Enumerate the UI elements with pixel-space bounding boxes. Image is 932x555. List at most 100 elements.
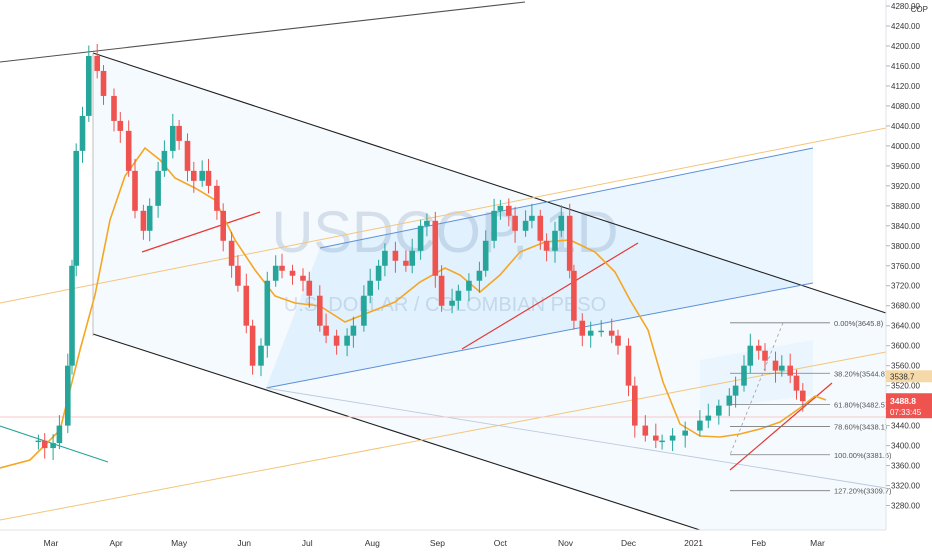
watermark-symbol: USDCOP, 1D	[271, 200, 618, 265]
candle-body	[632, 385, 638, 426]
candle-body	[41, 440, 48, 449]
candle-body	[94, 55, 100, 71]
candle-body	[86, 55, 92, 116]
level-badge	[886, 370, 932, 383]
long-term-trendline	[0, 1, 526, 63]
candle-body	[117, 120, 124, 131]
candle-body	[726, 395, 733, 406]
candle-body	[344, 335, 350, 346]
candle-body	[132, 170, 138, 211]
candle-body	[537, 215, 544, 241]
candle-body	[317, 295, 323, 326]
y-tick-label: 4200.00	[891, 42, 920, 51]
descending-channel-lower	[92, 333, 701, 531]
candle-body	[755, 345, 762, 351]
candle-body	[289, 270, 296, 276]
x-tick-label: 2021	[684, 538, 703, 548]
candle-body	[155, 170, 161, 206]
candle-body	[350, 325, 357, 336]
candle-body	[466, 280, 472, 291]
y-tick-label: 4280.00	[891, 2, 920, 11]
candle-body	[529, 215, 535, 221]
candle-body	[787, 365, 793, 376]
candle-body	[543, 240, 550, 251]
candle-body	[659, 440, 665, 443]
candle-body	[608, 330, 615, 336]
candle-body	[682, 430, 688, 436]
last-price-badge	[886, 393, 932, 419]
x-tick-label: May	[171, 538, 188, 548]
candle-body	[449, 300, 455, 306]
y-tick-label: 3720.00	[891, 282, 920, 291]
candle-body	[73, 150, 79, 266]
candle-body	[392, 250, 399, 261]
y-tick-label: 3680.00	[891, 302, 920, 311]
y-tick-label: 4080.00	[891, 102, 920, 111]
x-tick-label: Aug	[365, 538, 380, 548]
currency-label: COP	[911, 5, 928, 14]
candle-body	[382, 250, 388, 266]
candle-body	[552, 230, 558, 251]
x-tick-label: Apr	[109, 538, 122, 548]
fib-level-label: 78.60%(3438.1)	[834, 423, 888, 432]
candle-body	[306, 280, 313, 296]
candle-body	[571, 270, 577, 321]
y-tick-label: 3600.00	[891, 342, 920, 351]
candle-body	[125, 130, 132, 171]
x-tick-label: Oct	[494, 538, 508, 548]
y-tick-label: 4040.00	[891, 122, 920, 131]
candle-body	[455, 290, 462, 301]
candle-body	[716, 405, 722, 416]
descending-channel-fill	[93, 53, 886, 530]
candle-body	[140, 210, 147, 231]
candle-body	[615, 335, 621, 346]
candle-body	[243, 285, 250, 326]
fib-level-label: 61.80%(3482.5)	[834, 400, 888, 409]
red-trendline	[141, 211, 261, 253]
drawing-tools[interactable]	[0, 1, 887, 531]
y-tick-label: 4160.00	[891, 62, 920, 71]
candle-body	[747, 345, 754, 366]
candle-body	[176, 125, 182, 141]
candle-body	[409, 250, 415, 266]
x-tick-label: Jun	[237, 538, 251, 548]
candle-body	[424, 220, 430, 226]
x-tick-label: Mar	[810, 538, 825, 548]
y-tick-label: 3760.00	[891, 262, 920, 271]
y-tick-label: 3920.00	[891, 182, 920, 191]
y-tick-label: 4000.00	[891, 142, 920, 151]
candle-body	[476, 270, 483, 281]
candle-body	[669, 435, 676, 441]
candle-body	[772, 360, 779, 371]
projection-line	[265, 387, 887, 489]
y-tick-label: 4240.00	[891, 22, 920, 31]
candle-body	[361, 295, 367, 326]
candle-body	[403, 260, 409, 266]
candle-body	[199, 170, 205, 181]
countdown-text: 07:33:45	[890, 408, 922, 417]
candle-body	[79, 115, 86, 151]
candle-body	[417, 225, 424, 251]
candle-body	[653, 435, 659, 441]
y-tick-label: 3520.00	[891, 382, 920, 391]
candle-body	[191, 170, 197, 181]
candle-body	[762, 350, 768, 361]
ascending-channel-upper	[319, 147, 814, 249]
candle-body	[497, 205, 504, 211]
time-axis[interactable]: Mar Apr May Jun Jul Aug Sep Oct Nov Dec 2021 Feb Mar	[0, 529, 886, 548]
candle-body	[367, 280, 373, 296]
x-tick-label: Sep	[430, 538, 445, 548]
candle-body	[800, 390, 806, 402]
fibonacci-retracement[interactable]: 0.00%(3645.8) 38.20%(3544.8) 61.80%(3482.5…	[729, 319, 892, 496]
candle-body	[432, 220, 439, 276]
fib-level-label: 127.20%(3309.7)	[834, 487, 892, 496]
y-tick-label: 3400.00	[891, 442, 920, 451]
y-tick-label: 3280.00	[891, 502, 920, 511]
y-tick-label: 3800.00	[891, 242, 920, 251]
red-trendline	[461, 242, 639, 350]
candle-body	[705, 415, 712, 421]
candle-body	[697, 420, 703, 431]
candle-body	[558, 215, 565, 231]
